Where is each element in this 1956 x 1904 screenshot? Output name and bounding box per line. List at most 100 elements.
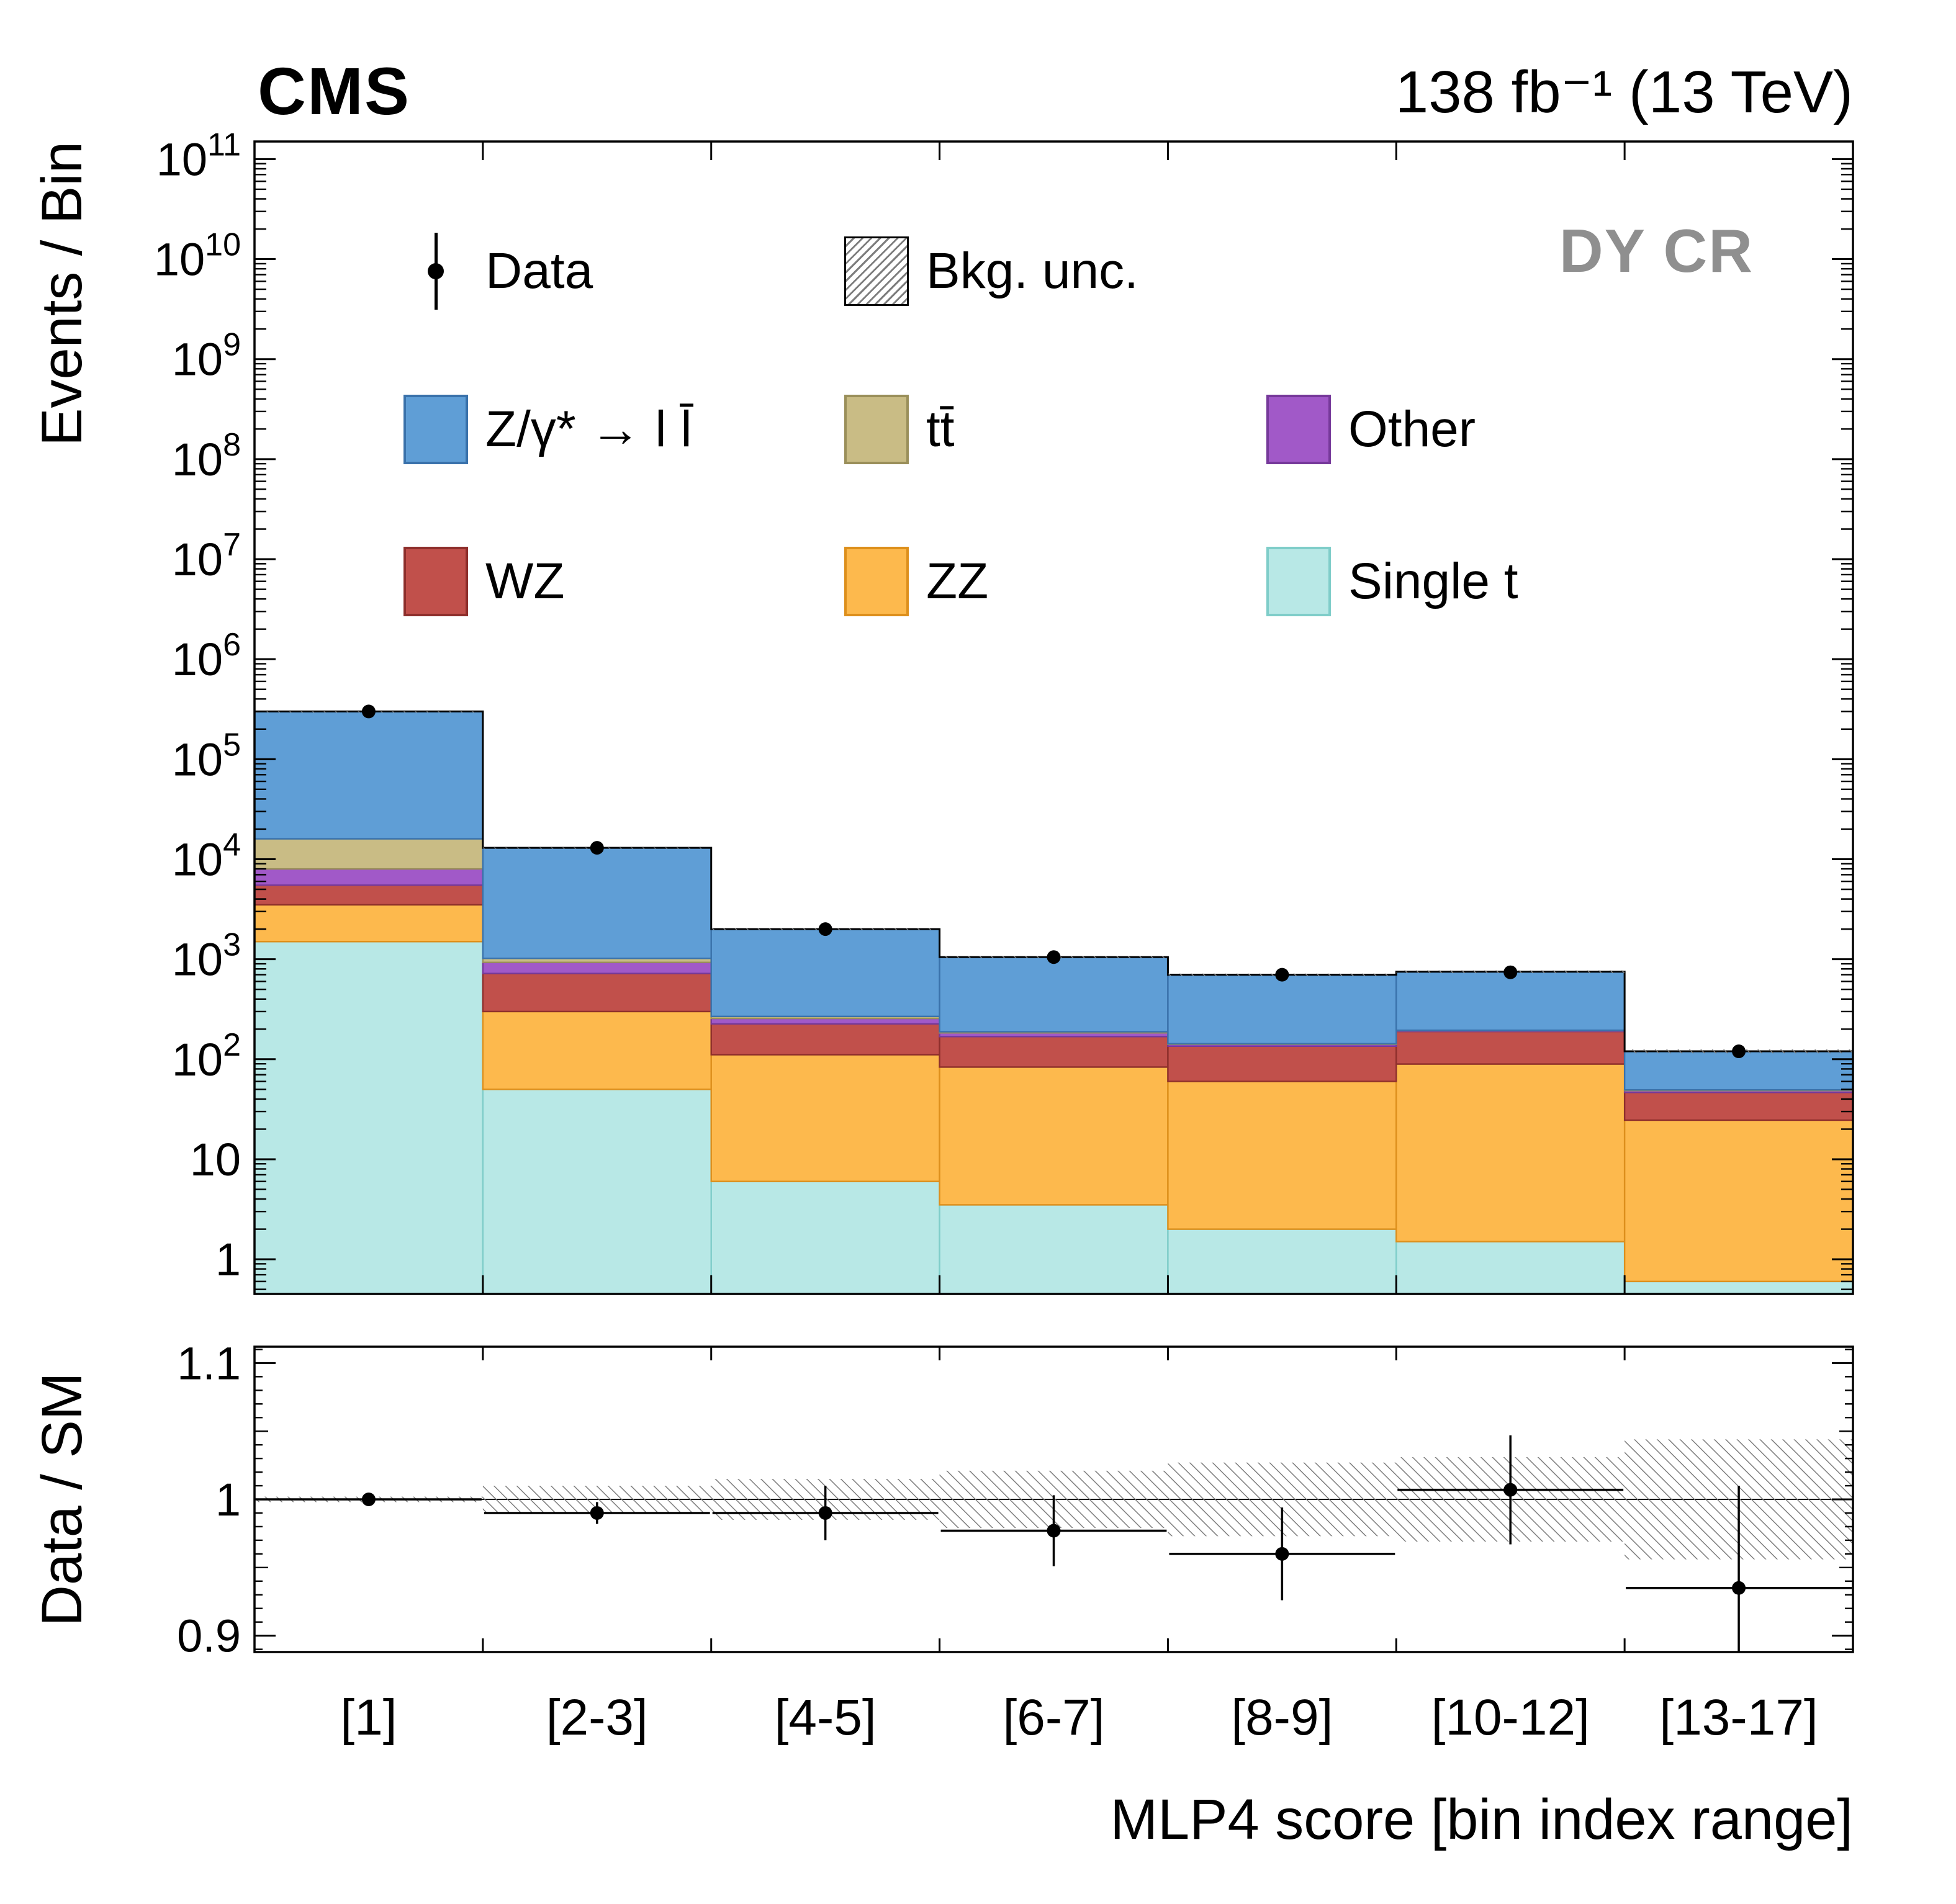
- stack-segment-1-bin-5: [1395, 1063, 1626, 1242]
- legend-item-ttbar: tt̄: [844, 391, 955, 468]
- data-marker-icon: [403, 233, 468, 310]
- stack-segment-1-bin-1: [482, 1010, 712, 1090]
- stack-segment-0-bin-4: [1167, 1228, 1397, 1295]
- legend-label-data: Data: [485, 243, 593, 299]
- y-tick-label-1e2: 102: [172, 1027, 241, 1085]
- ratio-point-1: [590, 1506, 604, 1520]
- data-point-5: [1503, 965, 1518, 979]
- ratio-tick-label-0: 0.9: [177, 1610, 241, 1662]
- y-tick-label-1e11: 1011: [156, 127, 241, 185]
- y-tick-label-1e9: 109: [172, 327, 241, 385]
- ratio-tick-label-1: 1: [215, 1474, 241, 1525]
- other-swatch-icon: [1266, 395, 1331, 464]
- axes: 1 10 102 103 104 105 106 107 108 109 1010 1011 0.9 1 1…: [154, 127, 1854, 1746]
- stacked-bars: [253, 710, 1854, 1295]
- y-tick-label-1e8: 108: [172, 427, 241, 485]
- stack-segment-5-bin-4: [1167, 974, 1397, 1044]
- ttbar-swatch-icon: [844, 395, 909, 464]
- bkg-unc-hatch-icon: [844, 236, 909, 306]
- data-point-6: [1732, 1044, 1746, 1059]
- x-tick-label-6: [13-17]: [1659, 1689, 1818, 1746]
- legend-label-ttbar: tt̄: [926, 401, 955, 457]
- single-t-swatch-icon: [1266, 547, 1331, 616]
- stack-segment-1-bin-2: [710, 1054, 940, 1182]
- legend-item-other: Other: [1266, 391, 1476, 468]
- zz-swatch-icon: [844, 547, 909, 616]
- ratio-content: [255, 1435, 1853, 1652]
- stack-segment-3-bin-2: [710, 1017, 940, 1025]
- ratio-point-5: [1503, 1483, 1518, 1497]
- y-tick-label-1e0: 1: [215, 1234, 241, 1285]
- stack-segment-5-bin-0: [253, 711, 484, 840]
- x-tick-label-2: [4-5]: [775, 1689, 877, 1746]
- ratio-point-0: [361, 1493, 376, 1506]
- y-axis-title-ratio: Data / SM: [30, 1372, 94, 1627]
- stack-segment-2-bin-5: [1395, 1030, 1626, 1065]
- data-point-3: [1047, 950, 1061, 964]
- stack-segment-0-bin-3: [939, 1204, 1169, 1295]
- data-point-1: [590, 841, 604, 855]
- legend-label-zz: ZZ: [926, 553, 989, 609]
- x-tick-label-1: [2-3]: [546, 1689, 648, 1746]
- legend-label-wz: WZ: [485, 553, 565, 609]
- ratio-point-2: [818, 1506, 832, 1520]
- data-point-2: [818, 922, 832, 936]
- stack-segment-1-bin-6: [1623, 1119, 1854, 1283]
- stack-segment-2-bin-0: [253, 884, 484, 906]
- stack-segment-1-bin-0: [253, 904, 484, 943]
- y-tick-label-1e4: 104: [172, 827, 241, 885]
- data-point-4: [1275, 968, 1289, 982]
- y-tick-label-1e6: 106: [172, 627, 241, 685]
- stack-segment-5-bin-1: [482, 846, 712, 959]
- y-tick-label-1e10: 1010: [154, 227, 241, 285]
- stack-segment-5-bin-2: [710, 928, 940, 1018]
- x-tick-label-0: [1]: [340, 1689, 397, 1746]
- stack-segment-2-bin-2: [710, 1023, 940, 1056]
- x-tick-label-4: [8-9]: [1231, 1689, 1333, 1746]
- y-axis-title-main: Events / Bin: [30, 141, 94, 446]
- legend-item-zz: ZZ: [844, 543, 988, 620]
- stack-segment-0-bin-1: [482, 1089, 712, 1295]
- stack-segment-2-bin-4: [1167, 1045, 1397, 1082]
- stack-segment-2-bin-6: [1623, 1092, 1854, 1121]
- stack-segment-5-bin-3: [939, 956, 1169, 1033]
- zll-swatch-icon: [403, 395, 468, 464]
- stack-segment-1-bin-4: [1167, 1080, 1397, 1230]
- x-axis-title: MLP4 score [bin index range]: [1110, 1788, 1853, 1851]
- stack-segment-0-bin-2: [710, 1180, 940, 1295]
- y-tick-label-1e5: 105: [172, 727, 241, 785]
- y-tick-label-1e1: 10: [190, 1134, 241, 1185]
- legend-label-zll: Z/γ* → l l̄: [485, 401, 692, 457]
- legend-label-bkg-unc: Bkg. unc.: [926, 243, 1138, 299]
- data-point-0: [361, 704, 376, 719]
- stack-segment-4-bin-0: [253, 838, 484, 870]
- stack-segment-3-bin-1: [482, 961, 712, 974]
- legend-item-bkg-unc: Bkg. unc.: [844, 233, 1138, 310]
- stack-segment-2-bin-1: [482, 972, 712, 1013]
- legend-item-single-t: Single t: [1266, 543, 1518, 620]
- legend-label-single-t: Single t: [1348, 553, 1518, 609]
- x-tick-label-5: [10-12]: [1431, 1689, 1590, 1746]
- region-label: DY CR: [1559, 217, 1754, 285]
- stack-segment-0-bin-0: [253, 941, 484, 1295]
- stack-segment-1-bin-3: [939, 1066, 1169, 1206]
- cms-logo-label: CMS: [258, 53, 410, 128]
- legend-item-wz: WZ: [403, 543, 564, 620]
- stack-segment-0-bin-5: [1395, 1241, 1626, 1295]
- stack-segment-0-bin-6: [1623, 1280, 1854, 1295]
- ratio-point-4: [1275, 1547, 1289, 1561]
- stack-segment-3-bin-0: [253, 868, 484, 886]
- y-tick-label-1e3: 103: [172, 927, 241, 986]
- stack-segment-5-bin-5: [1395, 971, 1626, 1031]
- legend-label-other: Other: [1348, 401, 1476, 457]
- ratio-point-3: [1047, 1524, 1061, 1538]
- wz-swatch-icon: [403, 547, 468, 616]
- main-frame: [253, 140, 1854, 1295]
- legend-item-zll: Z/γ* → l l̄: [403, 391, 692, 468]
- y-tick-label-1e7: 107: [172, 527, 241, 585]
- luminosity-label: 138 fb⁻¹ (13 TeV): [1395, 59, 1853, 125]
- stack-segment-2-bin-3: [939, 1036, 1169, 1068]
- data-points-main: [361, 704, 1746, 1059]
